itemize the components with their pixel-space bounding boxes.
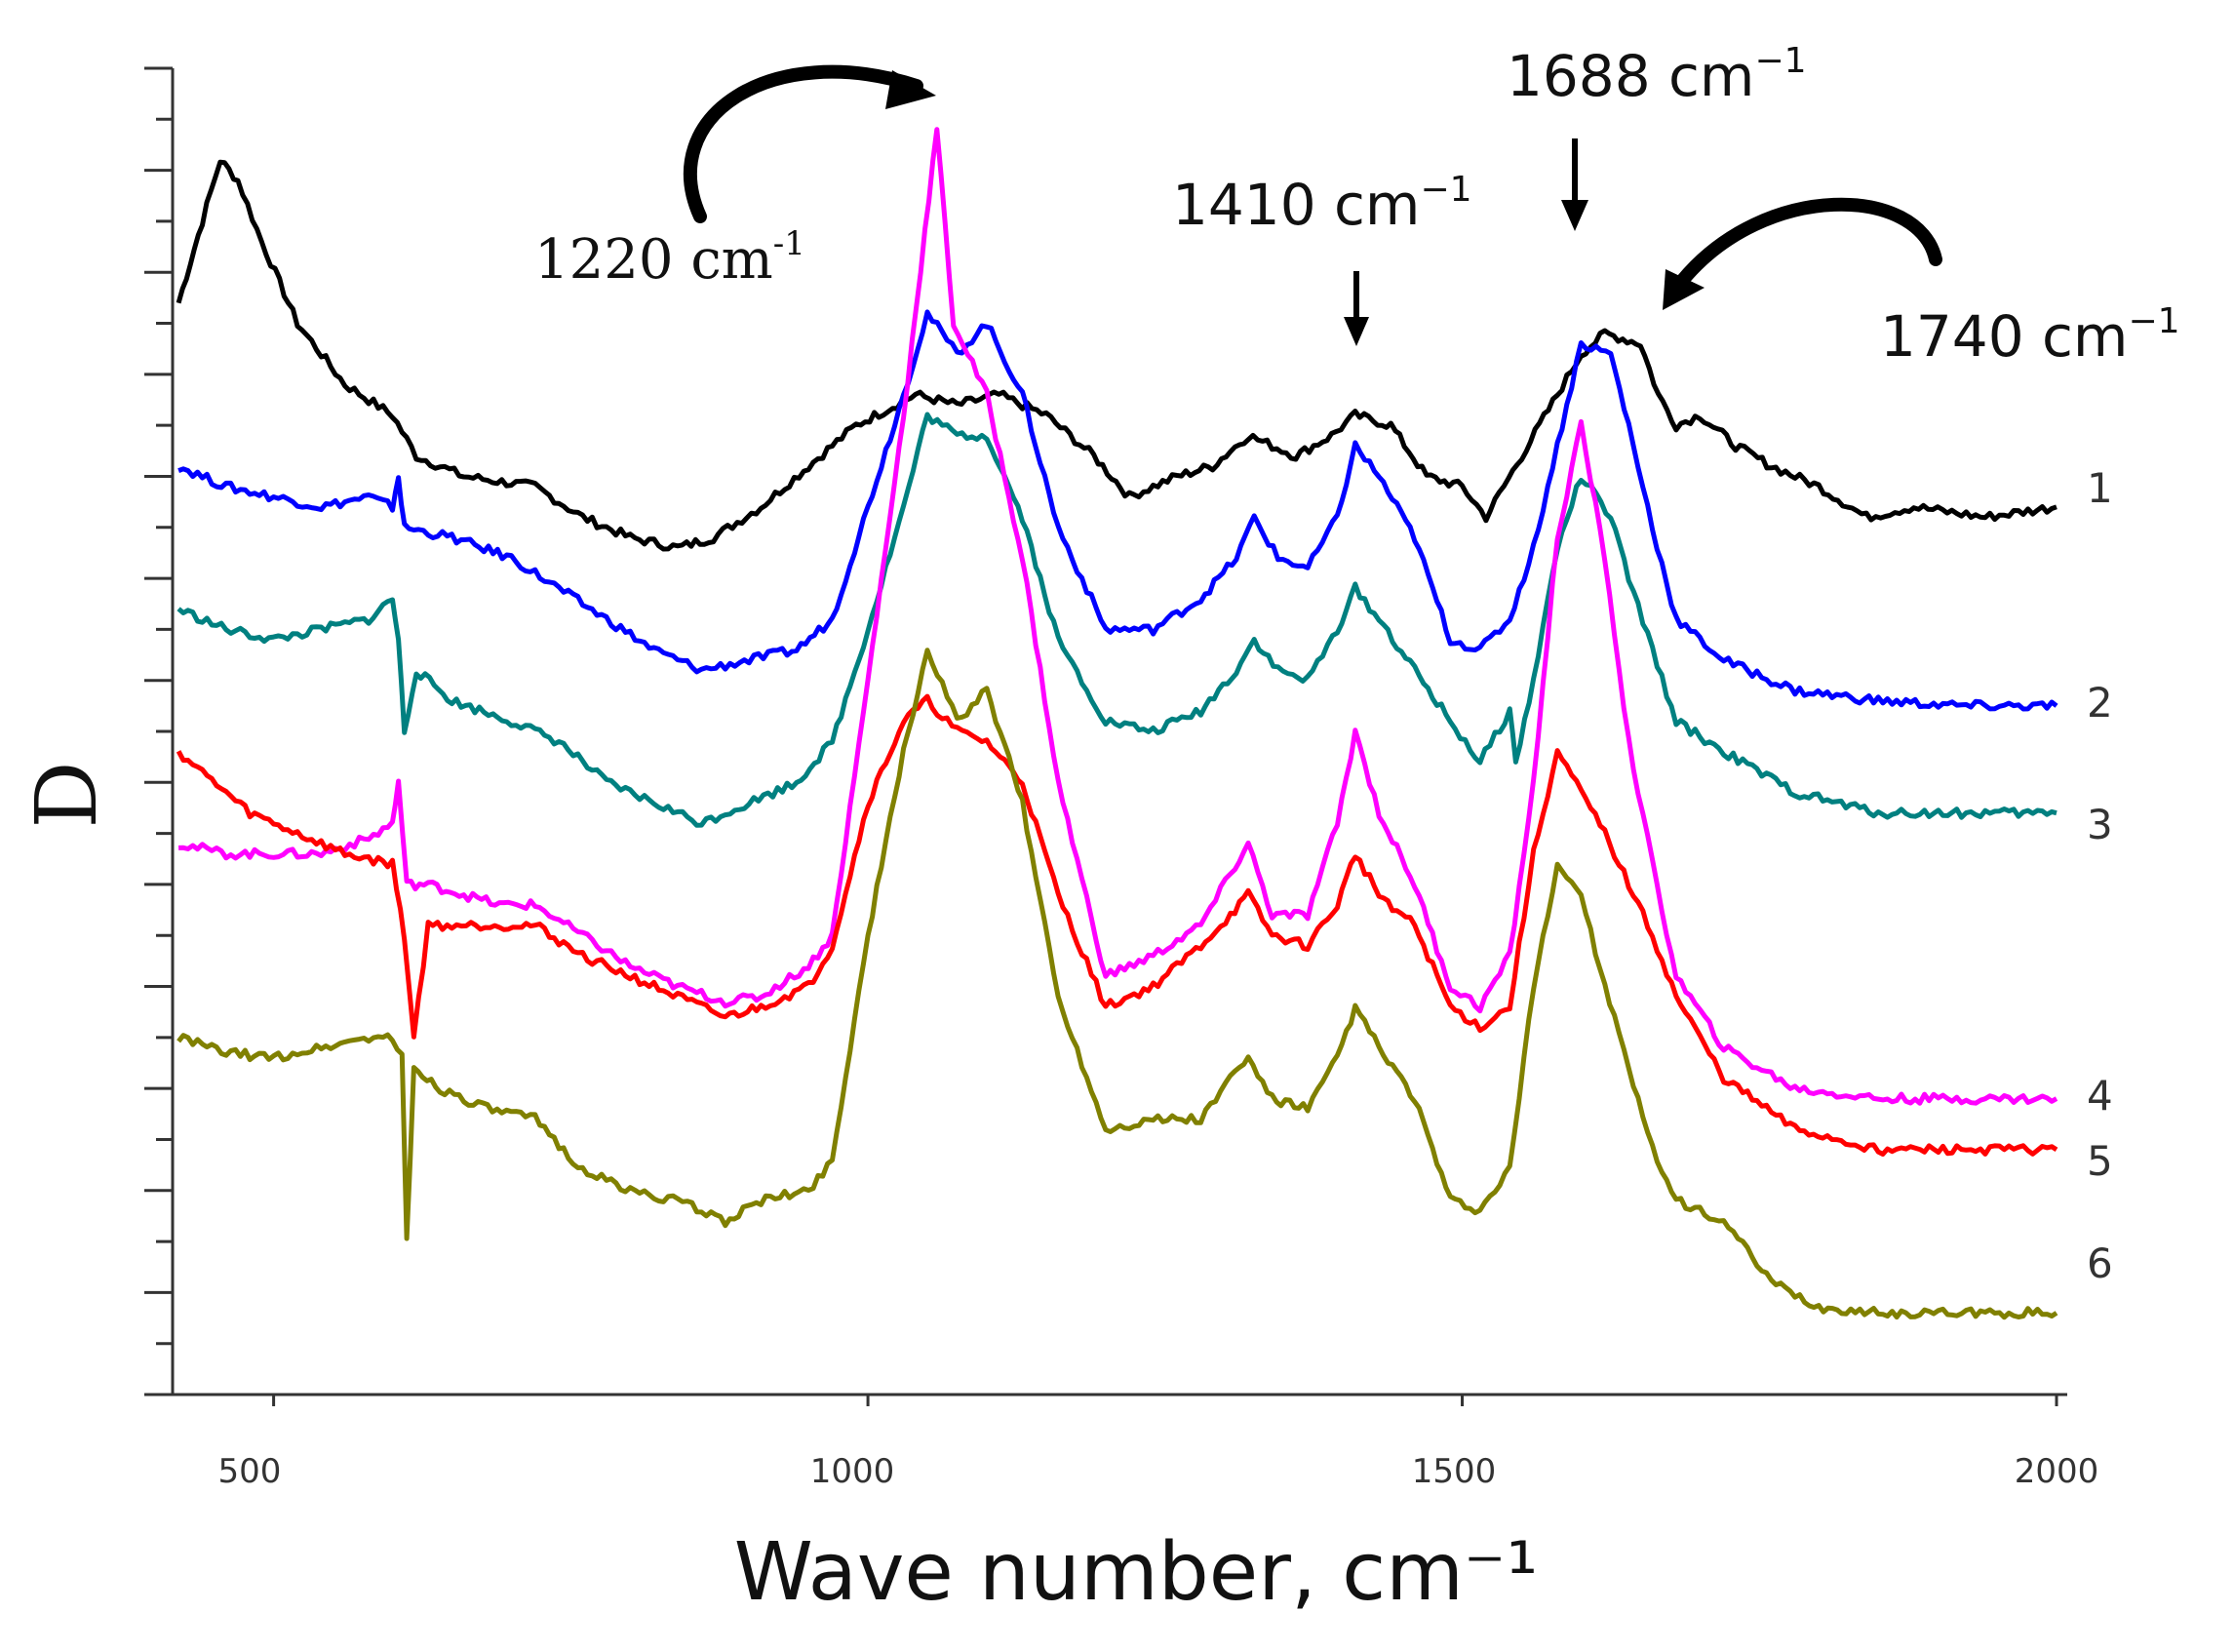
x-axis-label: Wave number, cm⁻¹	[734, 1526, 1538, 1619]
annotation-1220: 1220 cm-1	[534, 224, 805, 292]
curved-arrow-1740	[1675, 197, 1942, 288]
series-line-2	[177, 309, 2058, 712]
series-label-3: 3	[2087, 801, 2113, 848]
series-label-1: 1	[2087, 464, 2113, 512]
axes: 500 1000 1500 2000	[144, 66, 2099, 1491]
arrowhead-1740	[1663, 269, 1705, 310]
y-ticks	[144, 66, 173, 1396]
x-tick-label: 1000	[810, 1452, 895, 1491]
arrowhead-1220	[885, 70, 936, 109]
series-line-1	[176, 159, 2058, 552]
series-line-5	[176, 693, 2058, 1157]
series-labels: 1 2 3 4 5 6	[2087, 464, 2113, 1287]
arrowhead-1688	[1561, 200, 1588, 231]
y-axis-label: D	[19, 762, 116, 829]
x-ticks: 500 1000 1500 2000	[218, 1395, 2099, 1491]
series-line-4	[178, 127, 2058, 1106]
arrowhead-1410	[1344, 317, 1369, 346]
x-tick-label: 500	[218, 1452, 282, 1491]
annotation-1410: 1410 cm−1	[1172, 170, 1472, 238]
series-label-5: 5	[2087, 1137, 2113, 1185]
series-label-2: 2	[2087, 679, 2113, 727]
x-tick-label: 1500	[1412, 1452, 1497, 1491]
curved-arrow-1220	[683, 64, 923, 223]
series-line-6	[176, 648, 2058, 1320]
series-label-6: 6	[2087, 1239, 2113, 1287]
annotation-1740: 1740 cm−1	[1880, 301, 2180, 370]
annotations: 1220 cm-1 1410 cm−1 1688 cm−1 1740 cm−1	[534, 41, 2180, 370]
series-label-4: 4	[2087, 1072, 2113, 1120]
series-lines	[176, 127, 2058, 1320]
annotation-1688: 1688 cm−1	[1507, 41, 1807, 109]
series-line-3	[176, 412, 2058, 828]
x-tick-label: 2000	[2015, 1452, 2099, 1491]
